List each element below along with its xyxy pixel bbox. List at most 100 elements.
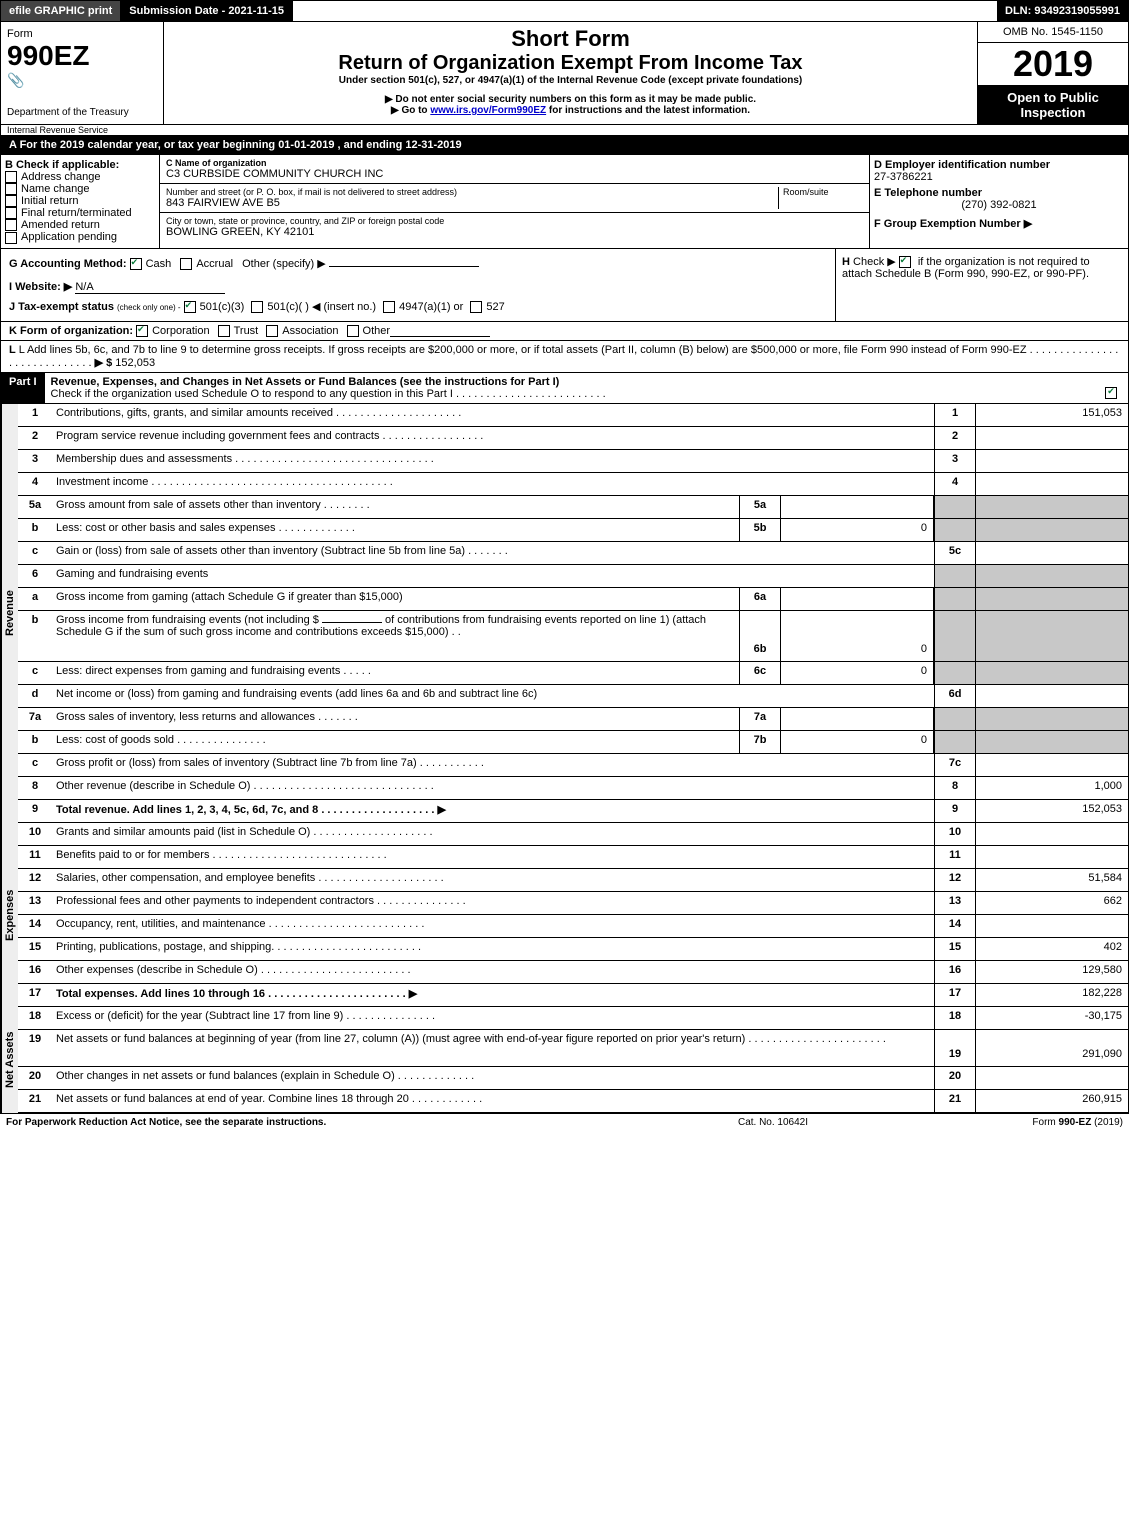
paperwork-notice: For Paperwork Reduction Act Notice, see … [6,1117,623,1128]
other-org-input[interactable] [390,325,490,337]
schedule-b-checkbox[interactable] [899,256,911,268]
line-5c-amt [975,542,1128,564]
line-6c-val: 0 [781,662,934,684]
501c-checkbox[interactable] [251,301,263,313]
section-a: A For the 2019 calendar year, or tax yea… [1,136,1128,154]
other-method-input[interactable] [329,266,479,267]
line-6a-val [781,588,934,610]
city-label: City or town, state or province, country… [166,216,863,226]
line-16: 16Other expenses (describe in Schedule O… [18,961,1129,984]
line-5a-val [781,496,934,518]
527-checkbox[interactable] [470,301,482,313]
line-19-amt: 291,090 [975,1030,1128,1066]
line-7c: cGross profit or (loss) from sales of in… [18,754,1129,777]
line-21-amt: 260,915 [975,1090,1128,1112]
irs-label: Internal Revenue Service [1,125,1128,135]
line-6b-val: 0 [781,611,934,661]
line-4-amt [975,473,1128,495]
corporation-checkbox[interactable] [136,325,148,337]
h-label: H [842,256,850,268]
line-7a-val [781,708,934,730]
4947-checkbox[interactable] [383,301,395,313]
tax-year: 2019 [978,43,1128,86]
line-9-amt: 152,053 [975,800,1128,822]
website-value: N/A [75,281,225,294]
line-11: 11Benefits paid to or for members . . . … [18,846,1129,869]
omb-number: OMB No. 1545-1150 [978,22,1128,43]
line-5a: 5aGross amount from sale of assets other… [18,496,1129,519]
efile-print-button[interactable]: efile GRAPHIC print [1,1,121,21]
page-footer: For Paperwork Reduction Act Notice, see … [0,1113,1129,1131]
line-7c-amt [975,754,1128,776]
ssn-warning: ▶ Do not enter social security numbers o… [170,94,971,105]
ein-label: D Employer identification number [874,159,1124,171]
line-17-amt: 182,228 [975,984,1128,1006]
line-15: 15Printing, publications, postage, and s… [18,938,1129,961]
line-8-amt: 1,000 [975,777,1128,799]
address-change-checkbox[interactable] [5,171,17,183]
line-5c: cGain or (loss) from sale of assets othe… [18,542,1129,565]
phone-value: (270) 392-0821 [874,199,1124,211]
association-checkbox[interactable] [266,325,278,337]
line-7b-val: 0 [781,731,934,753]
application-pending-checkbox[interactable] [5,232,17,244]
tax-exempt-label: J Tax-exempt status [9,301,114,313]
line-20-amt [975,1067,1128,1089]
line-13: 13Professional fees and other payments t… [18,892,1129,915]
line-7b: bLess: cost of goods sold . . . . . . . … [18,731,1129,754]
part1-check-text: Check if the organization used Schedule … [51,388,453,400]
line-18-amt: -30,175 [975,1007,1128,1029]
line-3-amt [975,450,1128,472]
line-19: 19Net assets or fund balances at beginni… [18,1030,1129,1067]
line-3: 3Membership dues and assessments . . . .… [18,450,1129,473]
line-6b: b Gross income from fundraising events (… [18,611,1129,662]
irs-link[interactable]: www.irs.gov/Form990EZ [430,105,546,116]
line-6c: cLess: direct expenses from gaming and f… [18,662,1129,685]
dln-label: DLN: 93492319055991 [997,1,1128,21]
line-7a: 7aGross sales of inventory, less returns… [18,708,1129,731]
line-1-amt: 151,053 [975,404,1128,426]
city-state-zip: BOWLING GREEN, KY 42101 [166,226,863,238]
catalog-number: Cat. No. 10642I [623,1117,923,1128]
line-2: 2Program service revenue including gover… [18,427,1129,450]
line-14-amt [975,915,1128,937]
gross-receipts-amt: 152,053 [115,357,155,369]
cash-checkbox[interactable] [130,258,142,270]
part1-schedule-o-checkbox[interactable] [1105,387,1117,399]
revenue-vert-label: Revenue [1,404,18,823]
form-org-label: K Form of organization: [9,325,133,337]
line-5b: bLess: cost or other basis and sales exp… [18,519,1129,542]
line-21: 21Net assets or fund balances at end of … [18,1090,1129,1113]
group-exemption-label: F Group Exemption Number [874,218,1021,230]
line-2-amt [975,427,1128,449]
other-org-checkbox[interactable] [347,325,359,337]
501c3-checkbox[interactable] [184,301,196,313]
phone-label: E Telephone number [874,187,1124,199]
form-label: Form [7,28,157,40]
amended-return-checkbox[interactable] [5,219,17,231]
trust-checkbox[interactable] [218,325,230,337]
line-6d-amt [975,685,1128,707]
org-info-row: B Check if applicable: Address change Na… [0,155,1129,249]
main-title: Return of Organization Exempt From Incom… [170,52,971,75]
section-b-label: B Check if applicable: [5,159,155,171]
line-4: 4Investment income . . . . . . . . . . .… [18,473,1129,496]
final-return-checkbox[interactable] [5,207,17,219]
subtitle: Under section 501(c), 527, or 4947(a)(1)… [170,75,971,86]
accrual-checkbox[interactable] [180,258,192,270]
line-10-amt [975,823,1128,845]
ein-value: 27-3786221 [874,171,1124,183]
initial-return-checkbox[interactable] [5,195,17,207]
part1-label: Part I [1,373,45,403]
submission-date-button[interactable]: Submission Date - 2021-11-15 [121,1,293,21]
line-6a: aGross income from gaming (attach Schedu… [18,588,1129,611]
netassets-vert-label: Net Assets [1,1007,18,1113]
line-8: 8Other revenue (describe in Schedule O) … [18,777,1129,800]
line-15-amt: 402 [975,938,1128,960]
dept-treasury: Department of the Treasury [7,107,157,118]
section-c: C Name of organization C3 CURBSIDE COMMU… [160,155,870,248]
short-form-title: Short Form [170,26,971,52]
name-change-checkbox[interactable] [5,183,17,195]
org-name: C3 CURBSIDE COMMUNITY CHURCH INC [166,168,863,180]
line-12-amt: 51,584 [975,869,1128,891]
